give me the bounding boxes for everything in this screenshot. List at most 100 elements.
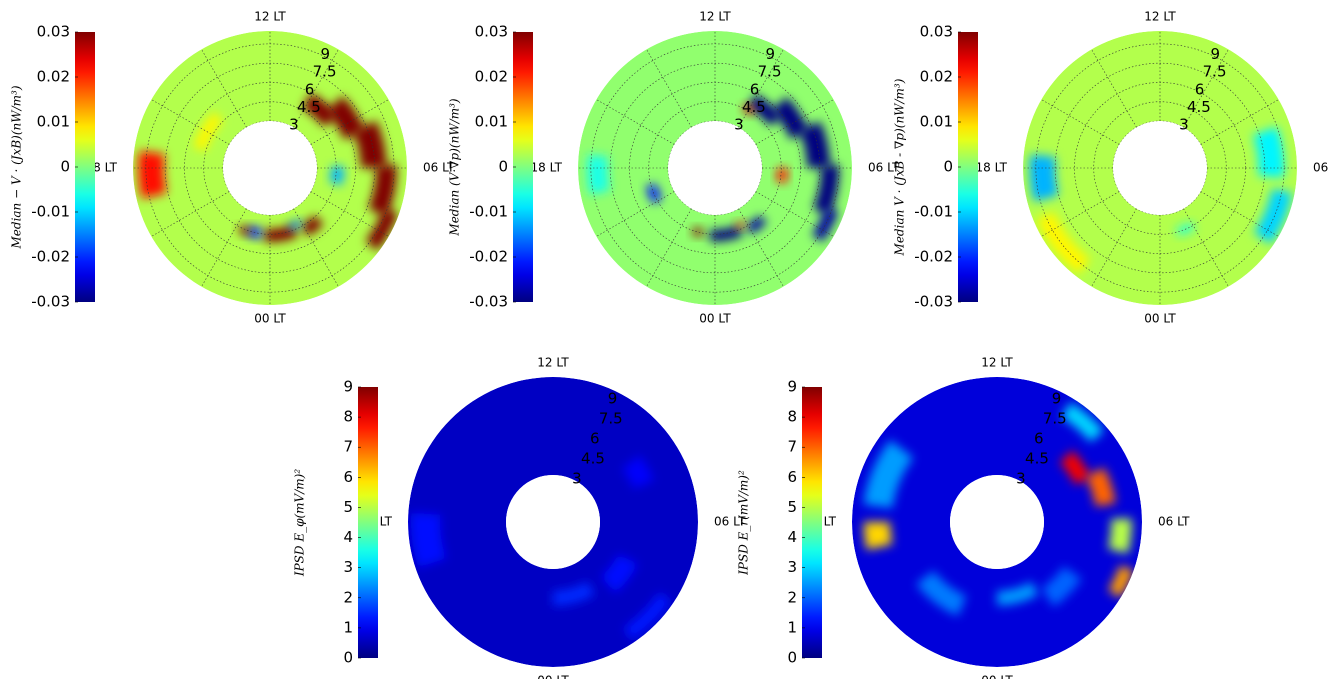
radial-grid: [201, 208, 247, 287]
theta-tick-label: 06 LT: [423, 161, 455, 175]
heat-feature: [997, 581, 1039, 606]
colorbar-tick-label: 6: [787, 468, 797, 486]
colorbar-tick-label: 1: [787, 618, 797, 636]
radial-grid: [646, 49, 692, 128]
radial-grid: [1091, 208, 1137, 287]
heat-feature: [1085, 467, 1116, 507]
r-tick-label: 3: [734, 116, 744, 134]
heat-feature: [410, 512, 447, 568]
colorbar-label: Median (V·∇p)(nW/m³): [448, 98, 462, 236]
ring-grid: [609, 62, 821, 274]
colorbar-tick-label: 0: [60, 158, 70, 176]
heat-feature: [587, 154, 610, 195]
polar-plot: [408, 377, 698, 667]
colorbar-label: IPSD E_φ(mV/m)²: [293, 469, 307, 577]
radial-grid: [1183, 49, 1229, 128]
theta-tick-label: 06 LT: [1313, 161, 1333, 175]
r-tick-label: 4.5: [742, 98, 766, 116]
colorbar: [75, 32, 95, 302]
r-tick-label: 9: [765, 45, 775, 63]
heat-feature: [600, 554, 638, 594]
radial-grid: [293, 49, 339, 128]
ring-grid: [648, 101, 782, 235]
r-tick-label: 7.5: [599, 409, 623, 427]
heat-feature: [1108, 565, 1134, 598]
radial-grid: [738, 208, 784, 287]
heat-feature: [709, 225, 744, 242]
r-tick-label: 9: [1210, 45, 1220, 63]
colorbar-tick-label: 3: [343, 558, 353, 576]
colorbar-tick-label: 0.02: [920, 68, 953, 86]
theta-tick-label: 00 LT: [537, 674, 569, 679]
heat-feature: [691, 226, 704, 237]
theta-tick-label: 06 LT: [1158, 515, 1190, 529]
r-tick-label: 9: [320, 45, 330, 63]
polar-plot: [132, 30, 407, 306]
heat-feature: [812, 207, 839, 242]
radial-grid: [1200, 99, 1279, 145]
heat-feature: [1108, 518, 1132, 554]
theta-tick-label: 00 LT: [254, 312, 286, 326]
theta-tick-label: 00 LT: [1144, 312, 1176, 326]
colorbar-tick-label: -0.01: [914, 203, 953, 221]
heat-feature: [1253, 188, 1293, 245]
r-tick-label: 6: [590, 429, 600, 447]
theta-tick-label: 12 LT: [1144, 10, 1176, 24]
radial-grid: [1200, 191, 1279, 237]
colorbar-tick-label: 2: [343, 588, 353, 606]
radial-grid: [1041, 191, 1120, 237]
colorbar-tick-label: -0.02: [469, 248, 508, 266]
heat-feature: [1041, 566, 1082, 607]
theta-tick-label: 06 LT: [868, 161, 900, 175]
r-tick-label: 3: [289, 116, 299, 134]
polar-plot: [1023, 31, 1297, 305]
heat-feature: [1252, 126, 1285, 178]
theta-tick-label: 06 LT: [714, 515, 746, 529]
r-tick-label: 3: [1179, 116, 1189, 134]
colorbar-tick-label: 3: [787, 558, 797, 576]
colorbar-tick-label: 0.03: [475, 23, 508, 41]
colorbar-tick-label: -0.01: [31, 203, 70, 221]
heat-feature: [771, 96, 810, 140]
radial-grid: [646, 208, 692, 287]
r-tick-label: 4.5: [1187, 98, 1211, 116]
colorbar: [958, 32, 978, 302]
radial-grid: [755, 99, 834, 145]
heat-feature: [352, 120, 387, 168]
ring-grid: [1074, 82, 1246, 254]
colorbar-tick-label: -0.01: [469, 203, 508, 221]
ring-grid: [1112, 120, 1208, 216]
r-tick-label: 7.5: [1043, 409, 1067, 427]
heat-feature: [1059, 450, 1091, 485]
theta-tick-label: 12 LT: [537, 356, 569, 370]
heat-feature: [329, 166, 344, 186]
polar-plot: [578, 31, 852, 305]
heat-feature: [916, 570, 967, 617]
radial-grid: [1091, 49, 1137, 128]
colorbar-tick-label: 0.01: [475, 113, 508, 131]
colorbar-tick-label: 6: [343, 468, 353, 486]
heat-feature: [365, 208, 398, 251]
colorbar-tick-label: 5: [787, 498, 797, 516]
background-field: [408, 377, 698, 667]
colorbar-tick-label: 0.01: [37, 113, 70, 131]
ring-grid: [203, 101, 337, 235]
radial-grid: [310, 99, 389, 145]
r-tick-label: 7.5: [1203, 63, 1227, 81]
colorbar-tick-label: -0.02: [31, 248, 70, 266]
colorbar-tick-label: -0.03: [914, 293, 953, 311]
radial-grid: [151, 99, 230, 145]
theta-tick-label: 12 LT: [254, 10, 286, 24]
ring-grid: [590, 43, 840, 293]
colorbar-tick-label: 4: [343, 528, 353, 546]
radial-grid: [151, 191, 230, 237]
colorbar-label: IPSD E_r(mV/m)²: [737, 470, 751, 576]
heat-feature: [747, 93, 782, 127]
colorbar-tick-label: 0.02: [37, 68, 70, 86]
radial-grid: [201, 49, 247, 128]
ring-grid: [222, 120, 318, 216]
heat-feature: [799, 121, 831, 168]
colorbar-tick-label: 0: [343, 649, 353, 667]
r-tick-label: 9: [1052, 389, 1062, 407]
